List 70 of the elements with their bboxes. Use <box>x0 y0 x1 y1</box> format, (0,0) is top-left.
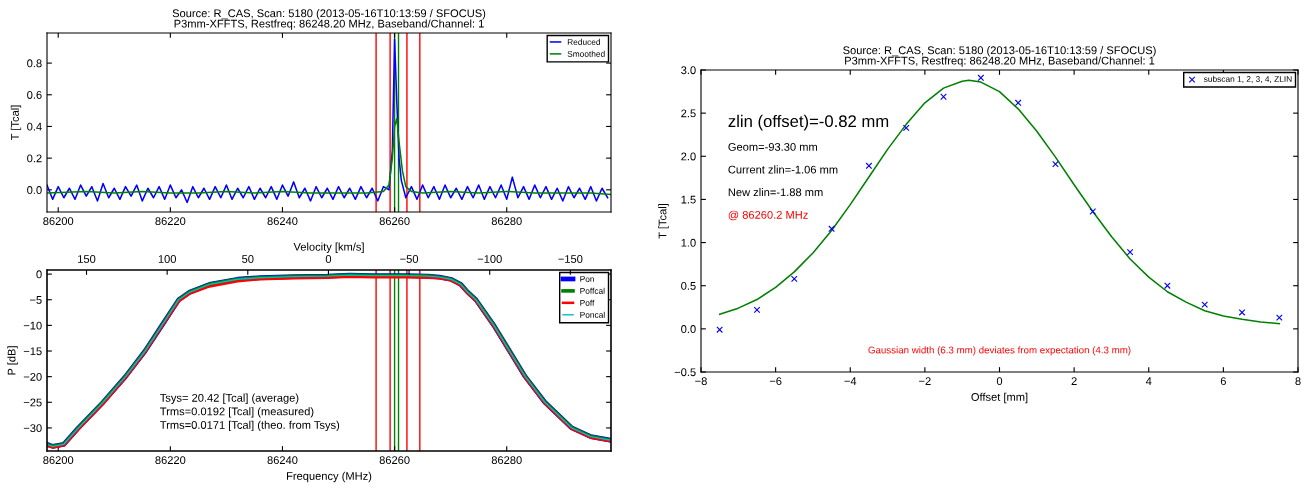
y-tick-label: −30 <box>23 424 42 433</box>
chart-title: Source: R_CAS, Scan: 5180 (2013-05-16T10:13:59 / SFOCUS) P3mm-XFFTS, Restfreq: 86248.20 MHz, Baseband/Channel: 1 <box>843 46 1156 67</box>
annotation: Geom=-93.30 mm <box>728 142 817 151</box>
x2-tick-label: 0 <box>325 255 332 263</box>
y-axis-title: T [Tcal] <box>10 105 22 141</box>
y-tick-label: 3.0 <box>681 66 696 75</box>
x-tick-label: 86260 <box>379 217 410 226</box>
x-tick-label: −4 <box>844 377 857 385</box>
annotation: New zlin=-1.88 mm <box>728 187 823 197</box>
x-tick-label: 86280 <box>491 217 522 226</box>
x-tick-label: 86200 <box>43 456 74 465</box>
x-axis-title: Offset [mm] <box>971 392 1028 404</box>
x-tick-label: 86240 <box>267 456 298 465</box>
x2-tick-label: 150 <box>78 255 96 263</box>
x-tick-label: 86200 <box>43 217 74 226</box>
x-tick-label: −6 <box>769 377 782 386</box>
x-tick-label: 86280 <box>491 456 522 465</box>
x-tick-label: 4 <box>1145 377 1152 385</box>
y-tick-label: −15 <box>23 347 42 356</box>
x2-axis-title: Velocity [km/s] <box>293 242 364 253</box>
x2-tick-label: 50 <box>242 255 254 263</box>
y-tick-label: 0.0 <box>27 186 42 194</box>
x2-tick-label: −150 <box>558 255 583 263</box>
y-tick-label: −20 <box>23 372 42 381</box>
legend-label: Reduced <box>567 38 600 45</box>
x-tick-label: 86220 <box>155 217 186 226</box>
x-tick-label: 2 <box>1071 377 1077 385</box>
x-tick-label: −2 <box>919 377 931 385</box>
y-tick-label: 0.8 <box>27 59 42 68</box>
y-tick-label: 0.5 <box>681 281 696 290</box>
annotation: Current zlin=-1.06 mm <box>728 165 838 174</box>
x-tick-label: 86240 <box>267 217 298 226</box>
y-tick-label: 0.0 <box>681 325 696 333</box>
y-tick-label: 1.0 <box>681 238 696 247</box>
legend-label: Poff <box>580 299 595 306</box>
y-tick-label: 2.5 <box>681 109 696 118</box>
annotation: Trms=0.0171 [Tcal] (theo. from Tsys) <box>160 420 340 432</box>
y-tick-label: 0 <box>36 270 42 279</box>
x-tick-label: 86260 <box>379 456 410 465</box>
x-tick-label: 6 <box>1220 377 1226 386</box>
legend-label: subscan 1, 2, 3, 4, ZLIN <box>1203 75 1292 83</box>
y-axis-title: T [Tcal] <box>658 203 669 239</box>
y-tick-label: 1.5 <box>681 195 696 204</box>
x-tick-label: 8 <box>1295 377 1301 386</box>
y-tick-label: −5 <box>30 296 42 304</box>
annotation: @ 86260.2 MHz <box>728 210 808 221</box>
annotation: Gaussian width (6.3 mm) deviates from expectation (4.3 mm) <box>868 346 1131 356</box>
x-tick-label: 0 <box>996 377 1003 386</box>
x2-tick-label: −50 <box>400 255 419 263</box>
legend-label: Poffcal <box>580 287 605 294</box>
x-tick-label: −8 <box>695 377 707 386</box>
x2-tick-label: 100 <box>158 255 176 263</box>
annotation: zlin (offset)=-0.82 mm <box>728 114 889 131</box>
legend-label: Pon <box>580 276 594 282</box>
x-tick-label: 86220 <box>155 456 186 465</box>
y-tick-label: −25 <box>23 398 42 407</box>
x2-tick-label: −100 <box>477 255 502 263</box>
y-tick-label: 2.0 <box>681 152 696 161</box>
annotation: Tsys= 20.42 [Tcal] (average) <box>160 393 299 404</box>
chart-title: Source: R_CAS, Scan: 5180 (2013-05-16T10:13:59 / SFOCUS) P3mm-XFFTS, Restfreq: 86248.20 MHz, Baseband/Channel: 1 <box>172 9 486 30</box>
legend-label: Smoothed <box>567 50 605 57</box>
y-tick-label: −10 <box>23 321 42 330</box>
y-tick-label: 0.4 <box>27 122 42 131</box>
x-axis-title: Frequency (MHz) <box>287 471 372 483</box>
y-tick-label: −0.5 <box>674 368 696 377</box>
legend-label: Poncal <box>580 311 605 318</box>
y-axis-title: P [dB] <box>7 346 18 375</box>
y-tick-label: 0.2 <box>27 154 42 163</box>
annotation: Trms=0.0192 [Tcal] (measured) <box>160 407 314 418</box>
y-tick-label: 0.6 <box>27 91 42 99</box>
